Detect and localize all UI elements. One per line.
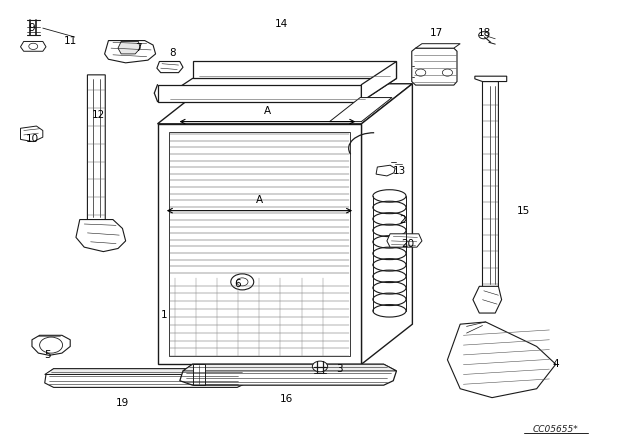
Polygon shape <box>157 124 362 364</box>
Circle shape <box>442 69 452 76</box>
Text: 12: 12 <box>92 110 105 120</box>
Polygon shape <box>362 84 412 364</box>
Circle shape <box>29 43 38 49</box>
Polygon shape <box>169 132 350 356</box>
Polygon shape <box>412 48 457 85</box>
Polygon shape <box>157 78 396 102</box>
Polygon shape <box>473 286 502 313</box>
Circle shape <box>231 274 253 290</box>
Polygon shape <box>157 61 183 73</box>
Polygon shape <box>20 42 46 51</box>
Circle shape <box>312 361 328 372</box>
Polygon shape <box>183 364 396 371</box>
Polygon shape <box>387 234 422 247</box>
Text: 10: 10 <box>26 134 38 144</box>
Polygon shape <box>20 126 43 142</box>
Circle shape <box>415 69 426 76</box>
Text: 9: 9 <box>29 23 35 33</box>
Text: 20: 20 <box>401 239 415 249</box>
Text: 5: 5 <box>44 350 51 360</box>
Text: 16: 16 <box>280 393 294 404</box>
Text: 17: 17 <box>430 28 444 39</box>
Polygon shape <box>180 364 396 385</box>
Circle shape <box>237 278 248 286</box>
Text: 2: 2 <box>399 215 406 224</box>
Text: 19: 19 <box>116 398 129 408</box>
Text: CC05655*: CC05655* <box>533 425 579 434</box>
Text: 3: 3 <box>336 364 342 374</box>
Text: 8: 8 <box>169 47 175 58</box>
Text: 4: 4 <box>552 359 559 369</box>
Polygon shape <box>157 85 362 102</box>
Text: 11: 11 <box>63 35 77 46</box>
Text: 13: 13 <box>393 166 406 176</box>
Text: 18: 18 <box>478 28 491 39</box>
Text: 7: 7 <box>135 43 141 53</box>
Polygon shape <box>76 220 125 252</box>
Polygon shape <box>193 61 396 78</box>
Circle shape <box>40 337 63 353</box>
Polygon shape <box>193 364 205 385</box>
Polygon shape <box>45 369 250 375</box>
Polygon shape <box>475 76 507 82</box>
Text: A: A <box>256 195 263 205</box>
Polygon shape <box>376 165 395 176</box>
Polygon shape <box>32 335 70 355</box>
Polygon shape <box>104 41 156 63</box>
Circle shape <box>479 32 489 39</box>
Polygon shape <box>88 75 105 225</box>
Polygon shape <box>483 82 499 295</box>
Polygon shape <box>330 98 392 121</box>
Text: 6: 6 <box>234 279 241 289</box>
Text: 15: 15 <box>517 206 531 215</box>
Polygon shape <box>157 84 412 124</box>
Text: A: A <box>264 106 271 116</box>
Polygon shape <box>118 42 140 54</box>
Polygon shape <box>362 61 396 102</box>
Polygon shape <box>447 322 556 398</box>
Polygon shape <box>415 44 460 48</box>
Text: 14: 14 <box>275 19 289 29</box>
Polygon shape <box>45 369 250 388</box>
Text: 1: 1 <box>161 310 167 320</box>
